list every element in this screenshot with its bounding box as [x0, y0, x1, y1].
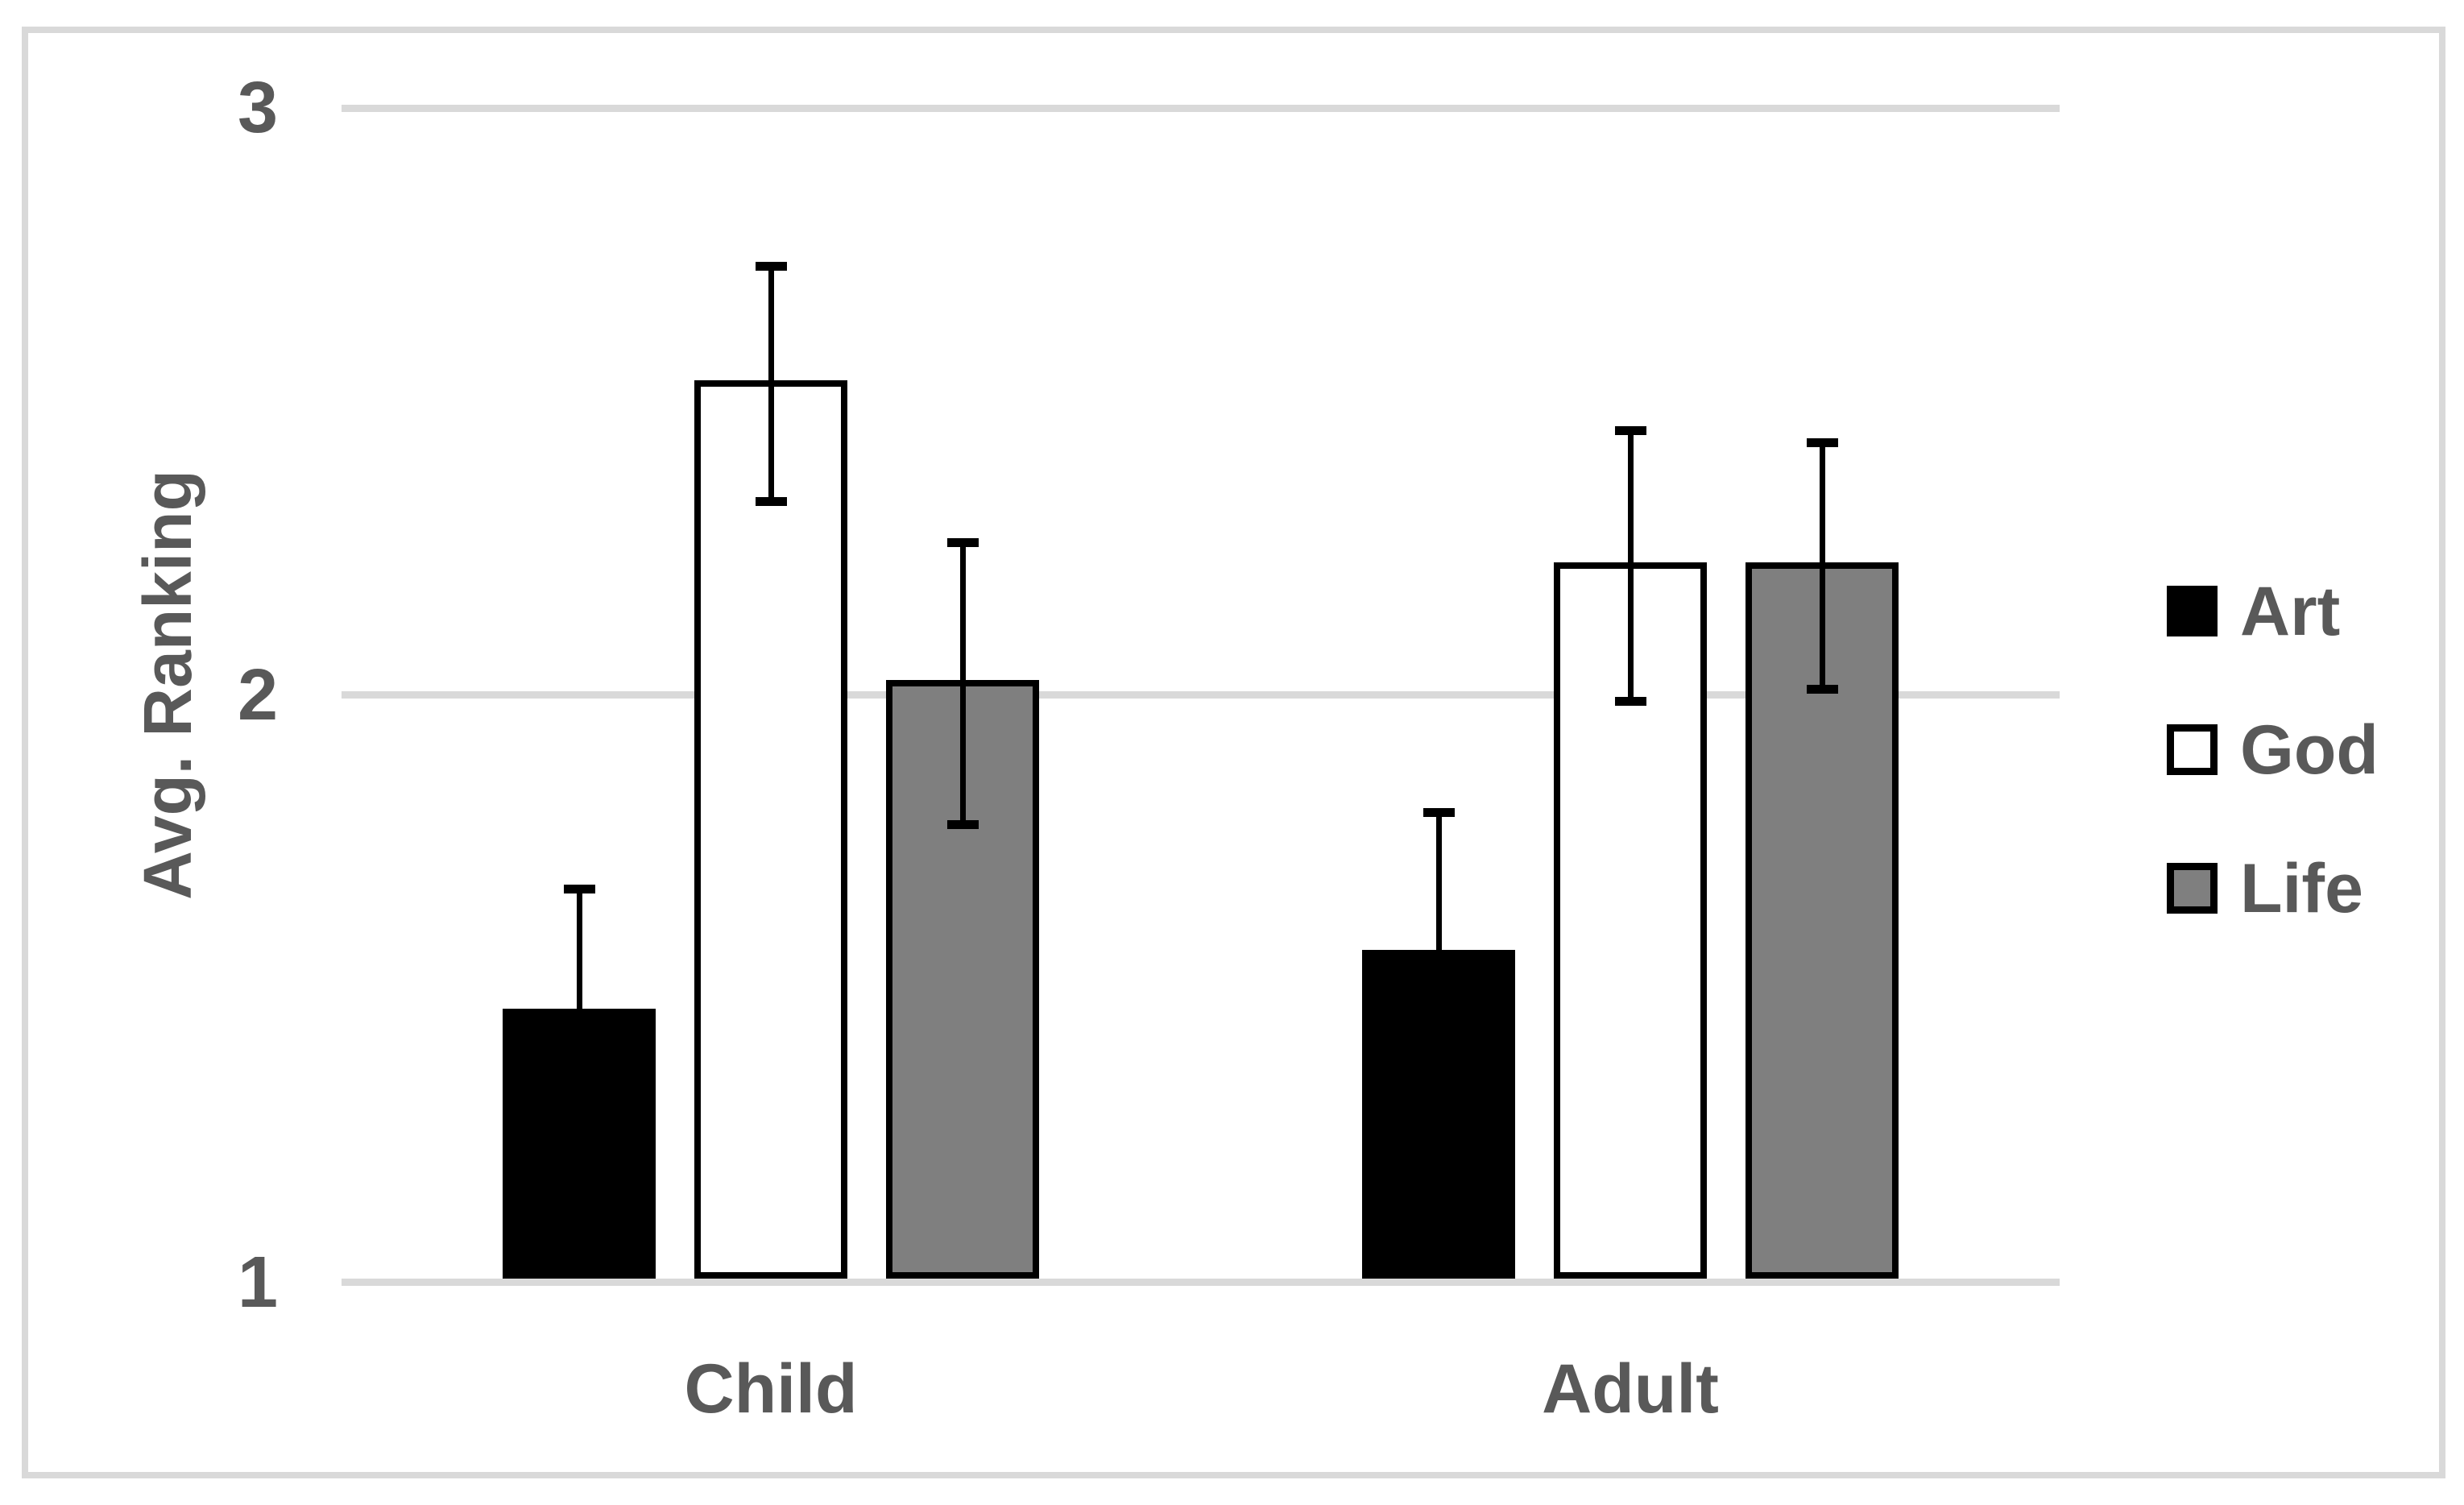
legend-item-art: Art: [2167, 577, 2340, 646]
x-axis-label-child: Child: [684, 1350, 858, 1428]
error-bar-line: [1627, 426, 1634, 706]
gridline-2: [342, 691, 2060, 699]
legend-label-god: God: [2240, 711, 2379, 789]
error-bar-line: [768, 262, 774, 506]
error-bar-child-life: [946, 537, 979, 829]
legend-item-life: Life: [2167, 854, 2363, 923]
x-axis-label-adult: Adult: [1542, 1350, 1719, 1428]
error-bar-adult-god: [1614, 426, 1646, 706]
legend-item-god: God: [2167, 715, 2379, 785]
error-bar-cap-bottom: [1422, 1089, 1455, 1099]
error-bar-line: [1819, 437, 1825, 694]
chart-frame: [22, 27, 2445, 1478]
gridline-3: [342, 104, 2060, 112]
error-bar-cap-top: [1614, 426, 1646, 436]
error-bar-cap-bottom: [563, 1130, 595, 1140]
error-bar-cap-top: [1422, 808, 1455, 817]
error-bar-cap-bottom: [946, 819, 979, 829]
legend-label-life: Life: [2240, 849, 2363, 927]
bar-child-god: [694, 380, 847, 1279]
error-bar-cap-top: [563, 884, 595, 893]
error-bar-cap-bottom: [1806, 684, 1838, 694]
legend-swatch-life: [2167, 863, 2218, 914]
legend-swatch-god: [2167, 724, 2218, 775]
error-bar-cap-bottom: [755, 496, 787, 506]
error-bar-cap-top: [946, 537, 979, 547]
error-bar-adult-life: [1806, 437, 1838, 694]
legend-label-art: Art: [2240, 572, 2341, 650]
error-bar-line: [959, 537, 966, 829]
error-bar-line: [1435, 808, 1442, 1099]
error-bar-line: [576, 884, 582, 1140]
error-bar-cap-top: [1806, 437, 1838, 447]
error-bar-child-art: [563, 884, 595, 1140]
error-bar-child-god: [755, 262, 787, 506]
error-bar-cap-bottom: [1614, 696, 1646, 706]
error-bar-adult-art: [1422, 808, 1455, 1099]
y-tick-label-1: 1: [237, 1242, 278, 1323]
gridline-1: [342, 1279, 2060, 1286]
error-bar-cap-top: [755, 262, 787, 272]
y-tick-label-3: 3: [237, 68, 278, 148]
y-tick-label-2: 2: [237, 654, 278, 736]
legend-swatch-art: [2167, 586, 2218, 636]
